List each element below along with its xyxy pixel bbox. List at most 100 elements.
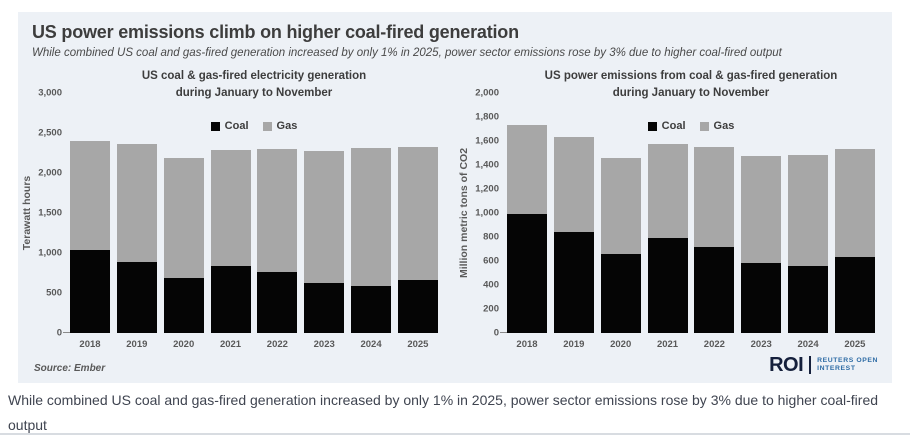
bar-2025 (834, 149, 875, 333)
y-tick-label: 3,000 (38, 87, 62, 99)
bar-segment-gas-2020 (163, 157, 204, 278)
y-tick-label: 600 (483, 255, 499, 267)
y-tick-label: 800 (483, 231, 499, 243)
bar-2025 (397, 147, 438, 333)
gas-swatch-icon (699, 121, 709, 131)
bar-2023 (304, 151, 345, 333)
legend-label-coal: Coal (661, 120, 686, 132)
bar-segment-gas-2023 (741, 156, 782, 263)
chart-title-line-2: during January to November (175, 86, 333, 99)
bar-segment-gas-2022 (694, 147, 735, 248)
chart-caption: While combined US coal and gas-fired gen… (8, 392, 879, 433)
bar-segment-coal-2020 (600, 253, 641, 333)
y-tick-label: 0 (56, 327, 62, 339)
bar-2018 (70, 141, 110, 333)
gas-swatch-icon (262, 121, 272, 131)
y-tick-label: 1,000 (475, 207, 499, 219)
bar-segment-gas-2024 (351, 147, 392, 287)
legend-label-gas: Gas (713, 120, 735, 132)
chart-legend: Coal Gas (70, 120, 438, 132)
legend-item-gas: Gas (262, 120, 298, 132)
x-tick-label: 2025 (407, 339, 429, 350)
bottom-divider (0, 433, 910, 435)
bar-2019 (553, 137, 594, 333)
y-tick-label: 2,000 (38, 167, 62, 179)
y-tick-label: 1,500 (38, 207, 62, 219)
bar-2024 (351, 147, 392, 333)
bar-segment-coal-2019 (553, 231, 594, 333)
bar-segment-coal-2025 (397, 280, 438, 333)
bar-segment-gas-2025 (834, 149, 875, 257)
bar-2023 (741, 156, 782, 333)
legend-item-coal: Coal (210, 120, 249, 132)
y-tick-label: 1,800 (475, 111, 499, 123)
plot-area (507, 93, 875, 333)
x-tick-label: 2023 (750, 339, 772, 350)
x-tick-label: 2021 (656, 339, 679, 350)
legend-label-coal: Coal (224, 120, 249, 132)
y-tick-label: 1,400 (475, 159, 499, 171)
x-tick-label: 2020 (610, 339, 632, 350)
legend-label-gas: Gas (276, 120, 298, 132)
x-axis-labels: 2018 2019 2020 2021 2022 2023 2024 2025 (70, 339, 438, 350)
y-tick-label: 0 (493, 327, 499, 339)
chart-title-line-1: US coal & gas-fired electricity generati… (141, 70, 367, 82)
bar-segment-gas-2024 (788, 155, 829, 266)
x-tick-label: 2022 (703, 339, 725, 350)
roi-logo-subtext: REUTERS OPEN INTEREST (817, 357, 878, 374)
bar-segment-gas-2023 (304, 151, 345, 284)
plot-area (70, 93, 438, 333)
bar-segment-coal-2020 (163, 277, 204, 333)
zero-tick-mark (500, 332, 507, 333)
bar-segment-coal-2019 (116, 261, 157, 333)
bar-segment-gas-2018 (70, 141, 110, 250)
y-tick-label: 2,000 (475, 87, 499, 99)
bar-segment-gas-2018 (507, 125, 547, 215)
zero-tick-mark (63, 332, 70, 333)
legend-item-coal: Coal (647, 120, 686, 132)
bar-segment-gas-2025 (397, 147, 438, 281)
bar-segment-coal-2024 (788, 265, 829, 333)
x-axis-labels: 2018 2019 2020 2021 2022 2023 2024 2025 (507, 339, 875, 350)
roi-logo-divider (809, 356, 812, 374)
bar-segment-coal-2023 (304, 283, 345, 333)
bar-segment-gas-2021 (210, 149, 251, 266)
bar-segment-gas-2020 (600, 157, 641, 254)
y-tick-label: 500 (46, 287, 62, 299)
y-tick-label: 1,600 (475, 135, 499, 147)
emissions-chart-panel: US power emissions from coal & gas-fired… (455, 64, 892, 364)
bar-2019 (116, 144, 157, 333)
chart-title-line-2: during January to November (612, 86, 770, 99)
roi-logo-line-2: INTEREST (817, 365, 856, 372)
y-tick-label: 1,000 (38, 247, 62, 259)
roi-logo-line-1: REUTERS OPEN (817, 356, 878, 364)
bar-2021 (210, 149, 251, 333)
bar-segment-coal-2022 (257, 272, 298, 333)
bar-segment-coal-2024 (351, 286, 392, 333)
x-tick-label: 2024 (797, 339, 819, 350)
bar-segment-coal-2021 (210, 265, 251, 333)
bar-segment-gas-2022 (257, 148, 298, 273)
x-tick-label: 2020 (173, 339, 195, 350)
roi-logo-text: ROI (769, 354, 804, 376)
coal-swatch-icon (210, 121, 220, 131)
y-axis-ticks: 0 500 1,000 1,500 2,000 2,500 3,000 (18, 88, 70, 339)
bar-segment-coal-2018 (507, 214, 547, 333)
bar-segment-coal-2025 (834, 256, 875, 333)
x-tick-label: 2023 (313, 339, 335, 350)
bar-2020 (600, 157, 641, 333)
y-tick-label: 200 (483, 303, 499, 315)
chart-legend: Coal Gas (507, 120, 875, 132)
y-tick-label: 1,200 (475, 183, 499, 195)
x-tick-label: 2025 (844, 339, 866, 350)
bar-segment-gas-2019 (553, 137, 594, 232)
page-subtitle: While combined US coal and gas-fired gen… (32, 47, 782, 59)
chart-title: US power emissions from coal & gas-fired… (507, 68, 875, 101)
bar-segment-gas-2019 (116, 144, 157, 262)
y-axis-ticks: 0 200 400 600 800 1,000 1,200 1,400 1,600 1,800 2,… (455, 88, 507, 339)
coal-swatch-icon (647, 121, 657, 131)
bar-2020 (163, 157, 204, 333)
bar-2024 (788, 155, 829, 333)
x-tick-label: 2024 (360, 339, 382, 350)
